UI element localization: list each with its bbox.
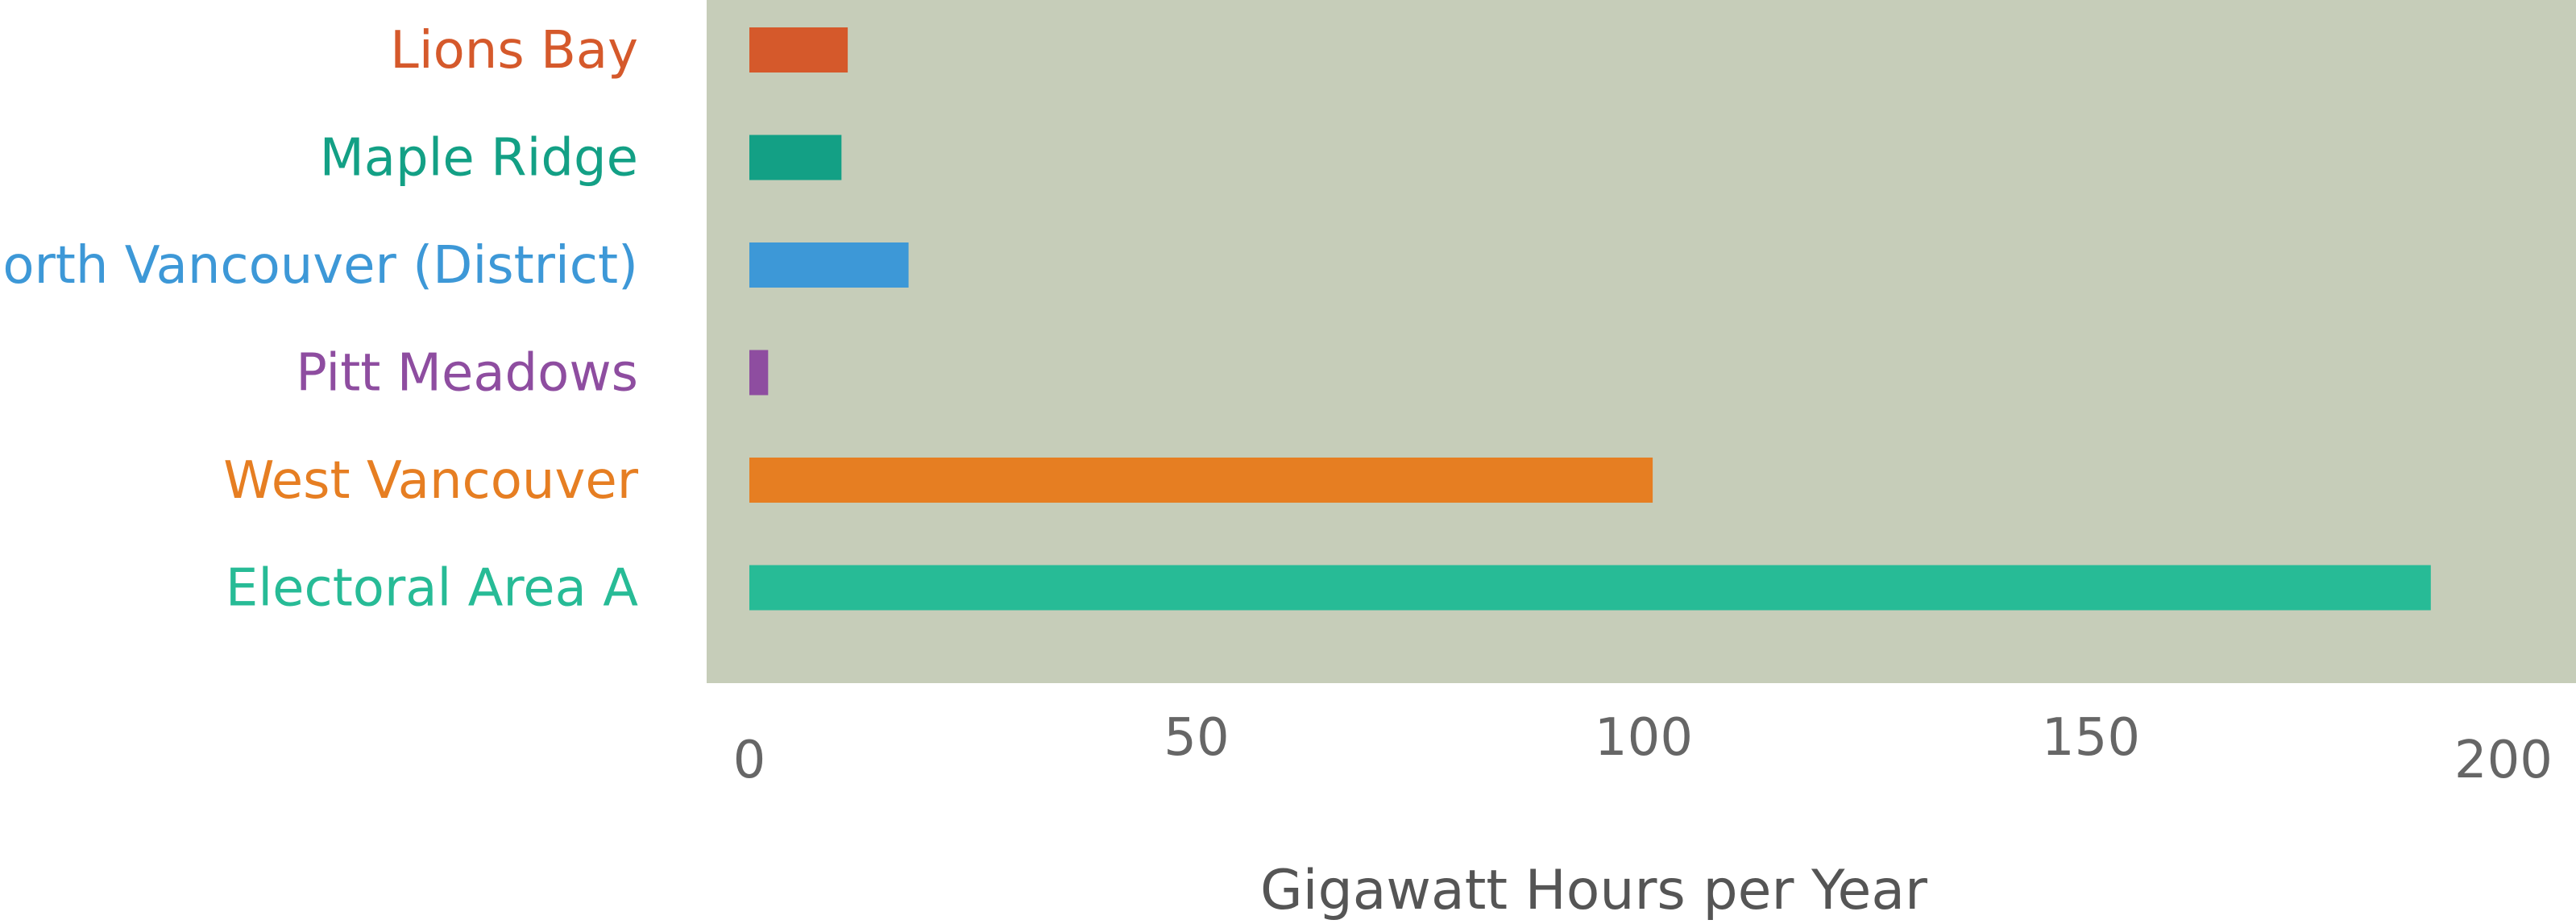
x-axis-title: Gigawatt Hours per Year [1260,859,1927,922]
category-label: Lions Bay [390,21,638,81]
bar-west-vancouver [749,458,1653,503]
x-tick-label: 50 [1164,708,1229,768]
category-labels-group: Lions Bay Maple Ridge North Vancouver (Dis… [0,21,639,619]
category-label: Electoral Area A [226,559,638,619]
bar-pitt-meadows [749,350,769,396]
bar-lions-bay [749,27,848,73]
bar-electoral-area-a [749,565,2431,611]
category-label: North Vancouver (District) [0,236,638,296]
category-label: Maple Ridge [320,129,638,189]
x-tick-label: 200 [2454,731,2553,790]
x-tick-label: 0 [733,731,766,790]
category-label: West Vancouver [223,451,638,511]
bar-maple-ridge [749,135,842,180]
x-tick-label: 100 [1595,708,1693,768]
x-tick-label: 150 [2042,708,2140,768]
x-tick-labels-group: 0 50 100 150 200 [733,708,2553,790]
category-label: Pitt Meadows [296,344,638,404]
bars-group [749,27,2431,611]
bar-north-vancouver-district [749,242,909,288]
